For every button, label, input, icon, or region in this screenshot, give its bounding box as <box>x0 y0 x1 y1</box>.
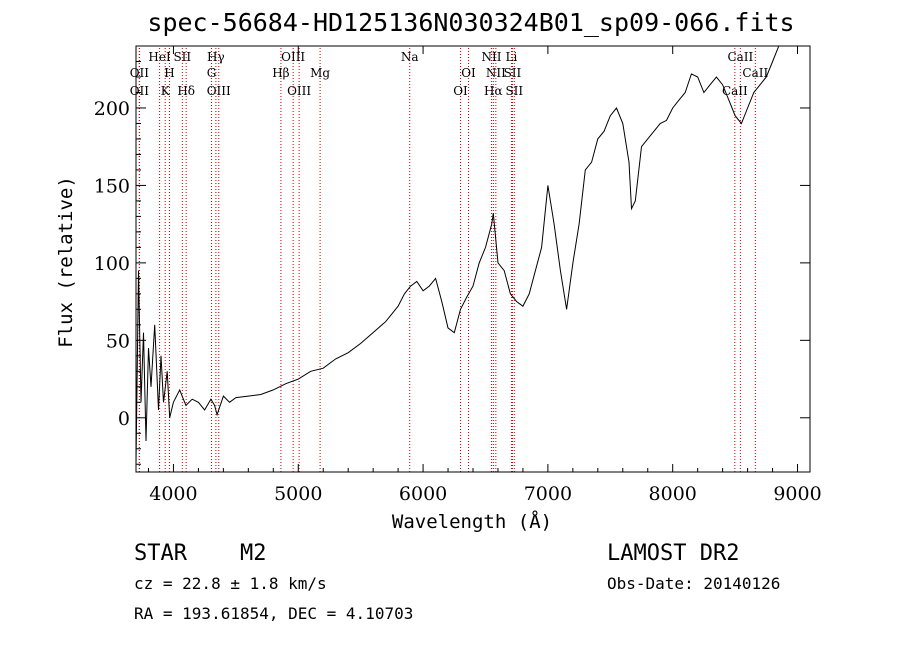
spectral-line-label: OII <box>130 66 150 80</box>
x-tick-label: 6000 <box>399 483 447 505</box>
ra-dec: RA = 193.61854, DEC = 4.10703 <box>134 604 413 623</box>
plot-area <box>135 45 798 465</box>
spectral-line-label: Hα <box>484 84 503 98</box>
x-tick-label: 8000 <box>649 483 697 505</box>
spectral-line-label: SII <box>505 84 523 98</box>
spectral-line-label: SII <box>504 66 522 80</box>
spectral-line-label: Hβ <box>272 66 289 80</box>
spectral-line-label: OIII <box>281 50 305 64</box>
spectral-line-markers <box>138 48 756 472</box>
spectral-line-label: NII <box>481 50 501 64</box>
spectral-line-labels: OII OII HeI HK SII Hδ Hγ G OIII OIII Hβ OIII Mg Na OI O… <box>130 50 769 98</box>
y-tick-label: 100 <box>94 253 130 275</box>
x-tick-label: 9000 <box>773 483 821 505</box>
spectral-line-label: OII <box>130 84 150 98</box>
spectral-line-label: K <box>161 84 171 98</box>
spectral-line-label: G <box>207 66 217 80</box>
x-tick-label: 5000 <box>274 483 322 505</box>
spectral-line-label: OIII <box>287 84 311 98</box>
y-tick-label: 200 <box>94 98 130 120</box>
y-tick-label: 0 <box>118 408 130 430</box>
y-tick-label: 50 <box>106 330 130 352</box>
survey-name: LAMOST DR2 <box>607 541 739 566</box>
spectral-line-label: Mg <box>310 66 330 80</box>
spectral-line-label: SII <box>173 50 191 64</box>
plot-frame <box>135 45 811 473</box>
x-tick-label: 4000 <box>149 483 197 505</box>
chart-title: spec-56684-HD125136N030324B01_sp09-066.f… <box>147 8 794 37</box>
spectral-line-label: NII <box>486 66 506 80</box>
spectral-line-label: Li <box>506 50 518 64</box>
redshift-cz: cz = 22.8 ± 1.8 km/s <box>134 574 327 593</box>
spectral-line-label: Hγ <box>207 50 225 64</box>
spectral-line-label: OI <box>461 66 476 80</box>
x-axis-ticks: 4000 5000 6000 7000 8000 9000 <box>147 46 822 505</box>
spectral-line-label: HeI <box>148 50 171 64</box>
spectral-line-label: OIII <box>207 84 231 98</box>
x-axis-label: Wavelength (Å) <box>392 510 552 533</box>
spectral-line-label: Hδ <box>177 84 195 98</box>
spectral-line-label: CaII <box>727 50 753 64</box>
object-subclass: M2 <box>240 541 267 566</box>
x-tick-label: 7000 <box>524 483 572 505</box>
spectral-line-label: OI <box>453 84 468 98</box>
spectrum-series-line <box>135 45 798 465</box>
spectral-line-label: CaII <box>722 84 748 98</box>
observation-date: Obs-Date: 20140126 <box>607 574 780 593</box>
spectral-line-label: Na <box>401 50 419 64</box>
y-axis-ticks: 0 50 100 150 200 <box>94 60 810 465</box>
y-tick-label: 150 <box>94 175 130 197</box>
y-axis-label: Flux (relative) <box>55 176 77 348</box>
spectral-line-label: CaII <box>742 66 768 80</box>
object-class: STAR <box>134 541 188 566</box>
spectral-line-label: H <box>164 66 174 80</box>
